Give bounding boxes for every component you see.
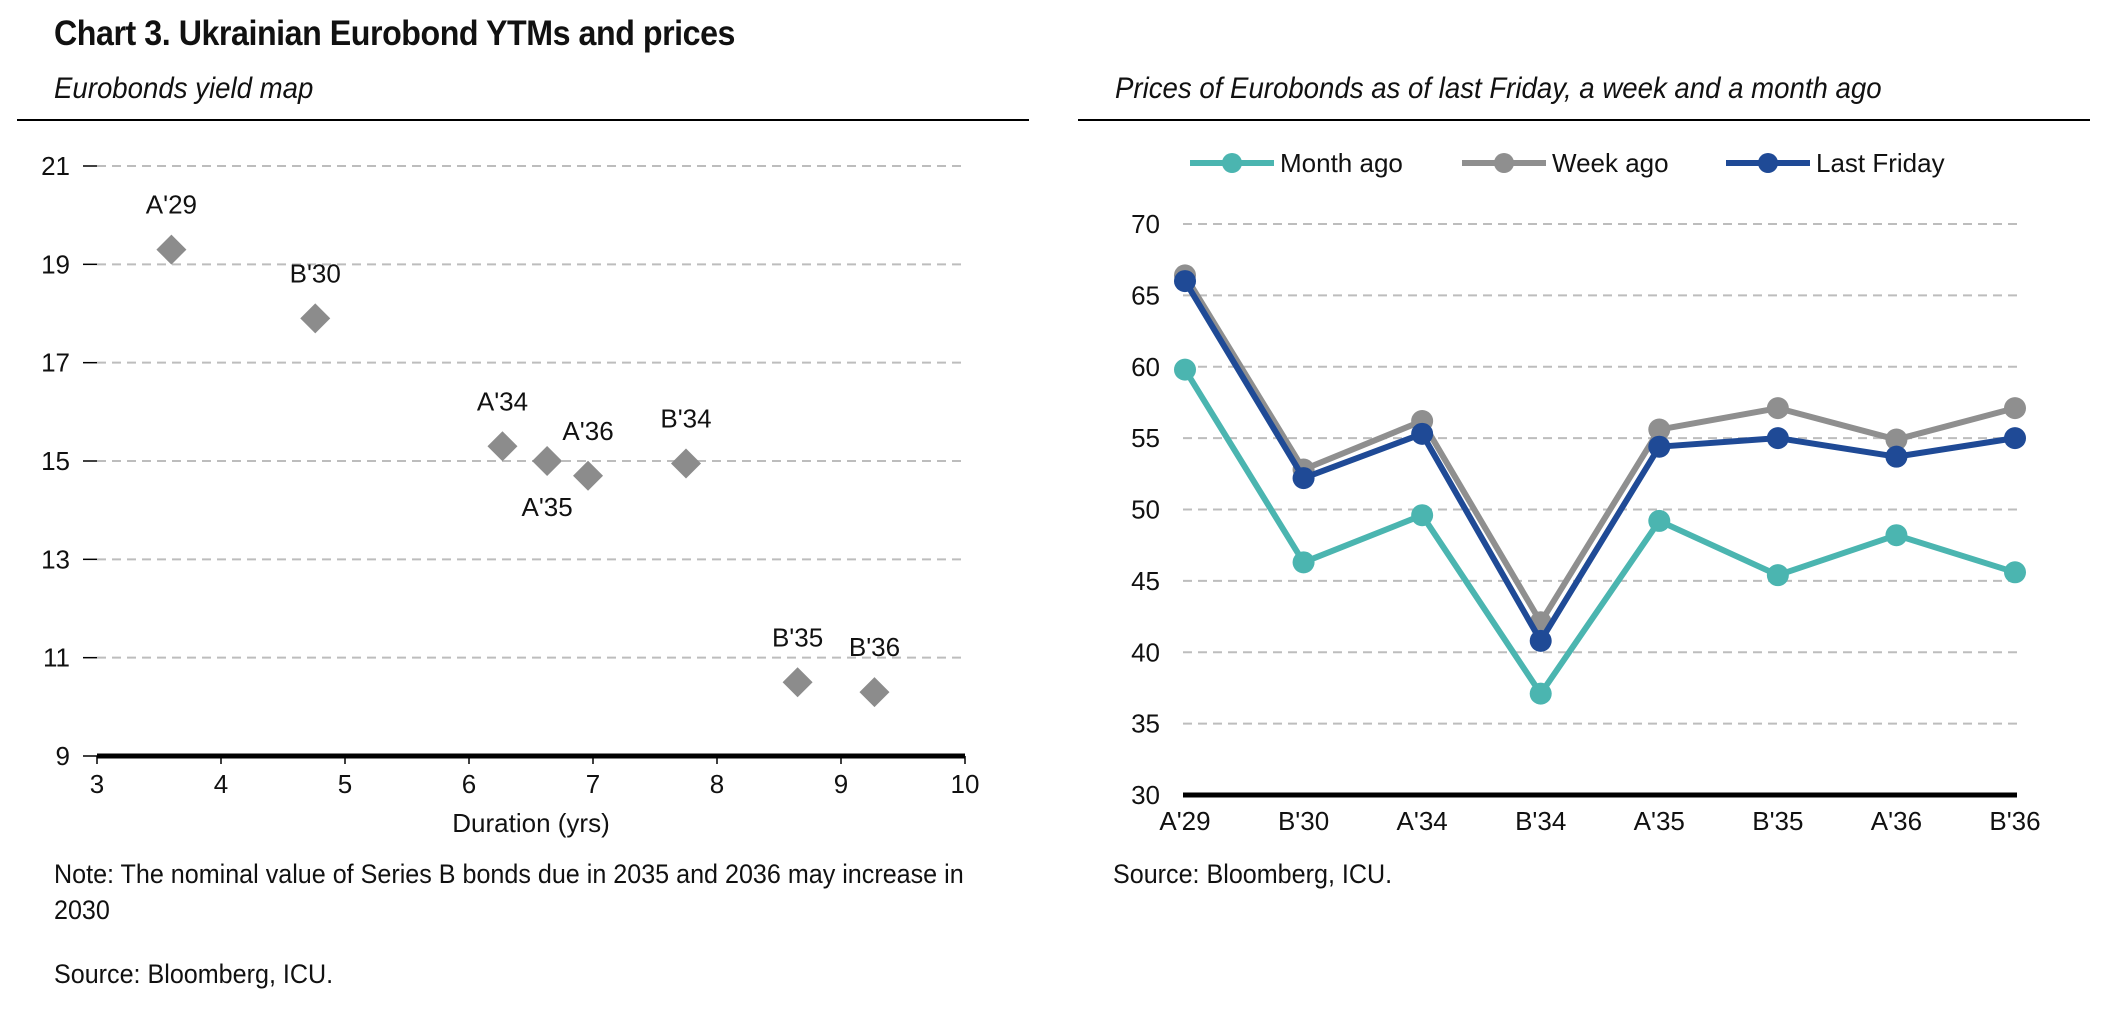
left-title-rule bbox=[17, 119, 1029, 121]
yield-map-source: Source: Bloomberg, ICU. bbox=[54, 959, 334, 989]
series-point bbox=[2004, 561, 2026, 584]
series-point bbox=[1174, 358, 1196, 381]
series-point bbox=[1529, 629, 1552, 652]
point-label: B'30 bbox=[290, 258, 341, 288]
series-point bbox=[1648, 418, 1671, 441]
legend-swatch-marker bbox=[1222, 153, 1242, 173]
x-tick-label: B'35 bbox=[1752, 806, 1803, 836]
series-point bbox=[1885, 428, 1908, 451]
series-point bbox=[1766, 397, 1789, 420]
scatter-point bbox=[156, 234, 187, 265]
point-label: B'34 bbox=[660, 403, 711, 433]
x-tick-label: 4 bbox=[214, 769, 228, 799]
series-point bbox=[1648, 435, 1671, 458]
series-point bbox=[1529, 682, 1552, 705]
x-tick-label: B'36 bbox=[1989, 806, 2040, 836]
scatter-point bbox=[573, 460, 604, 491]
scatter-point bbox=[300, 303, 331, 334]
x-tick-label: 9 bbox=[834, 769, 848, 799]
legend-label: Week ago bbox=[1552, 148, 1669, 178]
scatter-point bbox=[859, 677, 890, 708]
scatter-point bbox=[532, 446, 563, 476]
x-axis-label: Duration (yrs) bbox=[452, 808, 609, 838]
point-label: A'34 bbox=[477, 386, 528, 416]
y-tick-label: 65 bbox=[1131, 280, 1160, 310]
x-tick-label: 10 bbox=[951, 769, 980, 799]
series-point bbox=[1885, 524, 1908, 547]
series-point bbox=[1411, 422, 1434, 445]
x-tick-label: 3 bbox=[90, 769, 104, 799]
x-tick-label: B'34 bbox=[1515, 806, 1566, 836]
y-tick-label: 35 bbox=[1131, 709, 1160, 739]
scatter-point bbox=[782, 667, 813, 698]
legend-label: Last Friday bbox=[1816, 148, 1945, 178]
y-tick-label: 19 bbox=[41, 249, 70, 279]
legend-label: Month ago bbox=[1280, 148, 1403, 178]
series-point bbox=[1292, 551, 1315, 574]
x-tick-label: A'36 bbox=[1871, 806, 1922, 836]
series-point bbox=[2004, 427, 2026, 450]
series-line bbox=[1182, 368, 2016, 697]
y-tick-label: 50 bbox=[1131, 495, 1160, 525]
point-label: B'35 bbox=[772, 622, 823, 652]
x-tick-label: B'30 bbox=[1278, 806, 1329, 836]
x-tick-label: 8 bbox=[710, 769, 724, 799]
x-tick-label: A'35 bbox=[1634, 806, 1685, 836]
point-label: B'36 bbox=[849, 632, 900, 662]
prices-source: Source: Bloomberg, ICU. bbox=[1113, 859, 1393, 889]
legend-swatch-marker bbox=[1758, 153, 1778, 173]
series-point bbox=[1174, 270, 1196, 293]
yield-map-note: Note: The nominal value of Series B bond… bbox=[54, 859, 964, 925]
point-label: A'35 bbox=[522, 492, 573, 522]
x-tick-label: 6 bbox=[462, 769, 476, 799]
y-tick-label: 30 bbox=[1131, 780, 1160, 810]
y-tick-label: 45 bbox=[1131, 566, 1160, 596]
y-tick-label: 21 bbox=[41, 151, 70, 181]
y-tick-label: 60 bbox=[1131, 352, 1160, 382]
right-title-rule bbox=[1078, 119, 2090, 121]
y-tick-label: 40 bbox=[1131, 637, 1160, 667]
series-point bbox=[1411, 504, 1434, 527]
legend-swatch-marker bbox=[1494, 153, 1514, 173]
prices-line-chart: 30 35 40 45 50 55 60 65 70 A'29 B'30 A'34 B'34 A'35 B'… bbox=[1131, 148, 2041, 836]
series-point bbox=[1766, 427, 1789, 450]
y-tick-label: 17 bbox=[41, 348, 70, 378]
prices-subtitle: Prices of Eurobonds as of last Friday, a… bbox=[1115, 72, 1882, 105]
series-point bbox=[1885, 445, 1908, 468]
x-tick-label: A'29 bbox=[1159, 806, 1210, 836]
series-line bbox=[1182, 273, 2016, 626]
series-line bbox=[1182, 279, 2016, 644]
point-label: A'29 bbox=[146, 190, 197, 220]
series-point bbox=[2004, 397, 2026, 420]
page-title: Chart 3. Ukrainian Eurobond YTMs and pri… bbox=[54, 14, 736, 53]
y-tick-label: 11 bbox=[43, 643, 70, 673]
y-tick-label: 55 bbox=[1131, 423, 1160, 453]
y-tick-label: 13 bbox=[41, 544, 70, 574]
scatter-point bbox=[671, 448, 701, 479]
scatter-point bbox=[487, 431, 518, 462]
yield-map-chart: 9 11 13 15 17 19 21 3 4 5 6 7 8 9 10 Duration (yrs) A'29… bbox=[41, 151, 979, 838]
series-point bbox=[1292, 467, 1315, 490]
y-tick-label: 70 bbox=[1131, 209, 1160, 239]
x-tick-label: 5 bbox=[338, 769, 352, 799]
series-point bbox=[1766, 564, 1789, 587]
point-label: A'36 bbox=[562, 416, 613, 446]
x-tick-label: 7 bbox=[586, 769, 600, 799]
y-tick-label: 9 bbox=[56, 741, 70, 771]
y-tick-label: 15 bbox=[41, 446, 70, 476]
yield-map-subtitle: Eurobonds yield map bbox=[54, 72, 314, 105]
x-tick-label: A'34 bbox=[1397, 806, 1448, 836]
series-point bbox=[1648, 509, 1671, 532]
